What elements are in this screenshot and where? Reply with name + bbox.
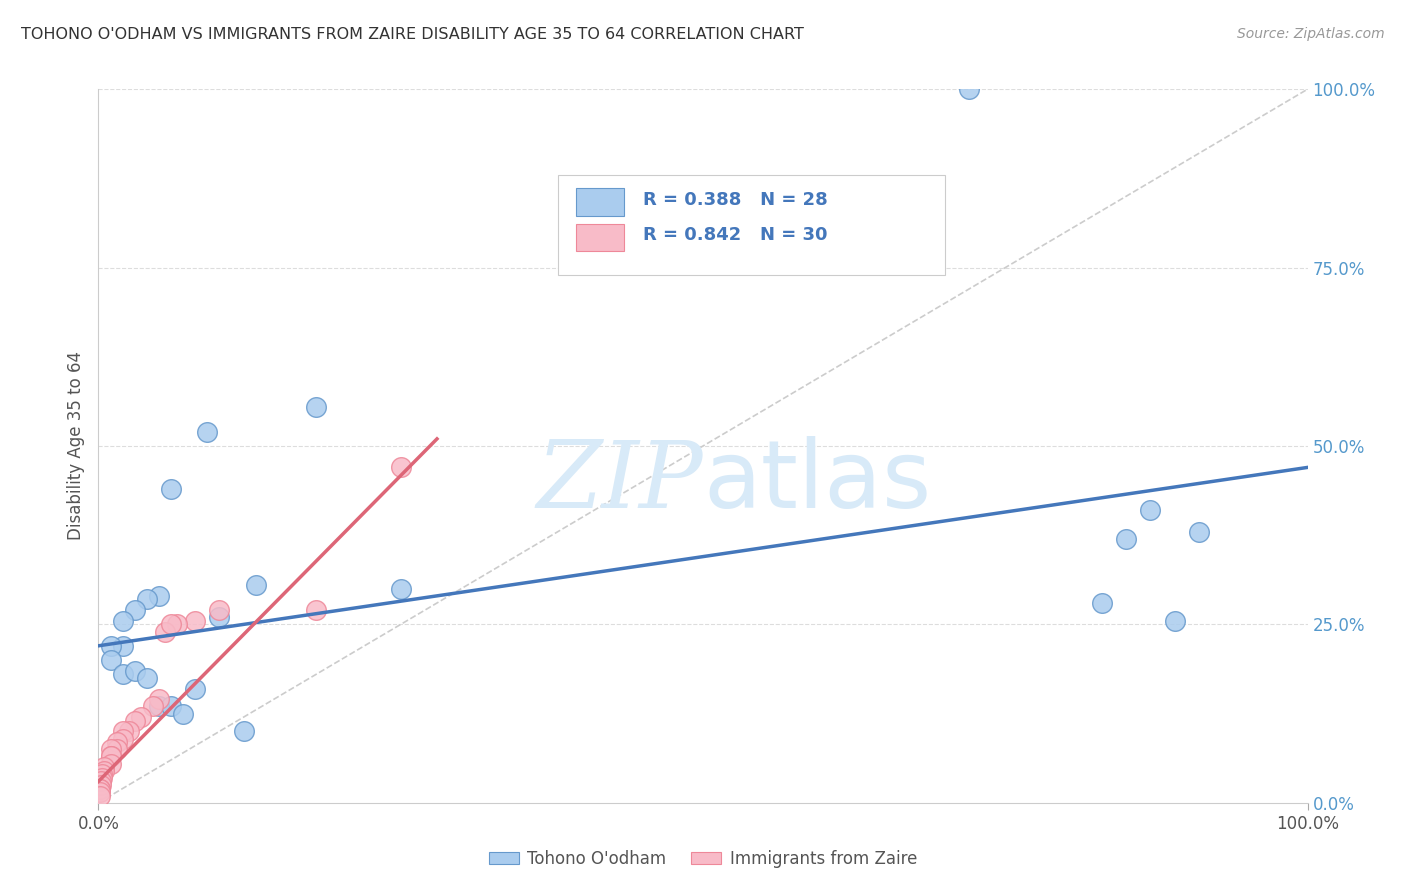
Point bbox=[1163, 614, 1185, 628]
Point bbox=[160, 699, 183, 714]
Point bbox=[89, 785, 111, 799]
Point bbox=[111, 639, 134, 653]
Point bbox=[389, 582, 412, 596]
Point bbox=[90, 774, 112, 789]
Point bbox=[100, 756, 122, 771]
Point bbox=[245, 578, 267, 592]
FancyBboxPatch shape bbox=[576, 188, 624, 216]
Point bbox=[142, 699, 165, 714]
Point bbox=[232, 724, 254, 739]
Point bbox=[135, 592, 157, 607]
Point bbox=[89, 781, 111, 796]
Point bbox=[148, 589, 170, 603]
Point bbox=[89, 781, 111, 796]
Point bbox=[111, 614, 134, 628]
Point bbox=[135, 671, 157, 685]
Point bbox=[129, 710, 152, 724]
Point bbox=[1091, 596, 1114, 610]
Legend: Tohono O'odham, Immigrants from Zaire: Tohono O'odham, Immigrants from Zaire bbox=[482, 844, 924, 875]
Point bbox=[111, 667, 134, 681]
Point bbox=[100, 749, 122, 764]
Point bbox=[957, 82, 980, 96]
Point bbox=[1188, 524, 1211, 539]
Point bbox=[124, 603, 146, 617]
Point bbox=[184, 614, 207, 628]
Point bbox=[111, 724, 134, 739]
Point bbox=[90, 778, 112, 792]
Point bbox=[100, 639, 122, 653]
Point bbox=[100, 749, 122, 764]
Text: atlas: atlas bbox=[703, 435, 931, 528]
Point bbox=[124, 664, 146, 678]
Point bbox=[89, 789, 111, 803]
Point bbox=[172, 706, 194, 721]
Point bbox=[153, 624, 176, 639]
Point bbox=[118, 724, 141, 739]
Point bbox=[91, 771, 114, 785]
FancyBboxPatch shape bbox=[576, 224, 624, 252]
Point bbox=[1139, 503, 1161, 517]
Point bbox=[160, 617, 183, 632]
Text: TOHONO O'ODHAM VS IMMIGRANTS FROM ZAIRE DISABILITY AGE 35 TO 64 CORRELATION CHAR: TOHONO O'ODHAM VS IMMIGRANTS FROM ZAIRE … bbox=[21, 27, 804, 42]
Point bbox=[160, 482, 183, 496]
Text: Source: ZipAtlas.com: Source: ZipAtlas.com bbox=[1237, 27, 1385, 41]
Point bbox=[91, 767, 114, 781]
Text: R = 0.388   N = 28: R = 0.388 N = 28 bbox=[643, 191, 827, 209]
Text: ZIP: ZIP bbox=[536, 437, 703, 526]
Point bbox=[195, 425, 218, 439]
Point bbox=[111, 731, 134, 746]
Point bbox=[93, 764, 115, 778]
Point bbox=[100, 742, 122, 756]
Point bbox=[105, 742, 128, 756]
Point bbox=[1115, 532, 1137, 546]
Point bbox=[305, 400, 328, 414]
Text: R = 0.842   N = 30: R = 0.842 N = 30 bbox=[643, 227, 827, 244]
Point bbox=[208, 610, 231, 624]
Point bbox=[148, 699, 170, 714]
Point bbox=[105, 735, 128, 749]
Point bbox=[100, 653, 122, 667]
Point bbox=[389, 460, 412, 475]
FancyBboxPatch shape bbox=[558, 175, 945, 275]
Point bbox=[305, 603, 328, 617]
Y-axis label: Disability Age 35 to 64: Disability Age 35 to 64 bbox=[67, 351, 86, 541]
Point bbox=[692, 246, 714, 260]
Point bbox=[148, 692, 170, 706]
Point bbox=[93, 760, 115, 774]
Point bbox=[124, 714, 146, 728]
Point bbox=[208, 603, 231, 617]
Point bbox=[184, 681, 207, 696]
Point bbox=[166, 617, 188, 632]
